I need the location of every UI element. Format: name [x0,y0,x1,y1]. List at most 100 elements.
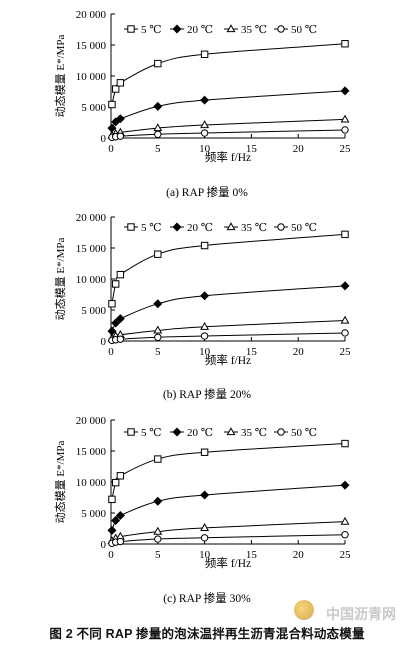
series-line [111,443,346,500]
y-tick-label: 5 000 [81,508,106,520]
legend-marker [277,25,285,33]
data-point [341,40,349,48]
data-point [116,335,125,343]
x-tick-label: 20 [293,346,305,358]
x-axis-label: 频率 f/Hz [205,353,251,367]
legend-marker [172,222,182,232]
data-point [111,515,121,525]
x-tick-label: 0 [108,143,114,155]
data-point [200,291,210,301]
legend-label: 5 ℃ [141,24,162,36]
data-point [200,332,209,340]
legend-label: 20 ℃ [187,427,213,439]
data-point [108,300,116,308]
legend-label: 50 ℃ [291,24,317,36]
legend-marker [226,222,236,231]
data-point [108,495,116,504]
series-line [111,285,346,332]
y-axis-label: 动态模量 E*/MPa [54,34,67,117]
y-tick-label: 10 000 [76,71,107,83]
figure-caption: 图 2 不同 RAP 掺量的泡沫温拌再生沥青混合料动态模量 [49,627,365,641]
legend-label: 20 ℃ [187,24,213,36]
y-tick-label: 5 000 [81,102,106,114]
data-point [107,525,117,535]
data-point [154,455,162,463]
series-1 [108,230,349,308]
x-tick-label: 25 [340,143,352,155]
y-tick-label: 15 000 [76,243,107,255]
data-point [200,241,209,250]
data-point [340,86,350,96]
legend-label: 35 ℃ [241,427,267,439]
x-tick-label: 15 [246,549,258,561]
y-tick-label: 10 000 [76,274,107,286]
data-point [116,472,125,480]
watermark-text: 中国沥青网 [326,607,396,623]
x-axis-label: 频率 f/Hz [205,556,251,570]
y-tick-label: 20 000 [76,212,107,224]
data-point [116,132,125,140]
data-point [340,516,350,525]
chart-panel-3: 0 5 000 10 000 15 000 20 000 0 5 10 15 20 25 频率 f/H… [54,415,351,605]
data-point [115,510,125,520]
series-line [111,43,346,105]
legend-marker [127,223,135,231]
series-line [111,332,346,341]
data-point [153,496,163,506]
y-axis-label: 动态模量 E*/MPa [54,440,67,523]
legend-label: 5 ℃ [141,427,162,439]
data-point [108,100,116,109]
data-point [115,314,125,324]
data-point [153,526,163,535]
data-point [200,120,210,129]
data-point [200,448,209,456]
legend-label: 5 ℃ [141,222,162,234]
data-point [340,114,350,123]
x-tick-label: 5 [155,549,161,561]
legend-label: 50 ℃ [291,427,317,439]
x-tick-label: 10 [199,549,211,561]
y-axis-label: 动态模量 E*/MPa [54,237,67,320]
panel-title: (b) RAP 掺量 20% [163,387,251,401]
x-tick-label: 15 [246,346,258,358]
data-point [111,85,120,93]
legend-label: 35 ℃ [241,222,267,234]
data-point [200,95,210,105]
y-tick-label: 0 [101,133,107,145]
data-point [153,101,163,111]
legend: 5 ℃ 20 ℃ 35 ℃ 50 ℃ [124,427,317,439]
x-tick-label: 5 [155,143,161,155]
watermark-logo-icon [294,600,314,620]
panel-title: (a) RAP 掺量 0% [166,185,248,199]
data-point [154,59,162,68]
series-4 [108,126,349,142]
data-point [340,281,350,291]
data-point [154,130,162,138]
x-axis-label: 频率 f/Hz [205,150,251,164]
x-tick-label: 0 [108,549,114,561]
data-point [111,478,120,487]
series-2 [107,281,350,336]
data-point [341,329,349,337]
data-point [200,321,210,330]
x-tick-label: 10 [199,143,211,155]
data-point [341,126,349,134]
data-point [340,315,350,324]
data-point [153,325,163,334]
series-1 [108,439,349,504]
legend-marker [127,428,135,436]
x-tick-label: 20 [293,143,305,155]
series-1 [108,40,349,109]
legend-marker [127,25,135,33]
legend-label: 50 ℃ [291,222,317,234]
legend-marker [277,428,285,436]
x-tick-label: 15 [246,143,258,155]
series-line [111,534,346,544]
x-tick-label: 25 [340,346,352,358]
y-tick-label: 5 000 [81,305,106,317]
legend-marker [226,24,236,33]
legend-label: 20 ℃ [187,222,213,234]
legend-marker [172,24,182,34]
panel-title: (c) RAP 掺量 30% [163,591,251,605]
